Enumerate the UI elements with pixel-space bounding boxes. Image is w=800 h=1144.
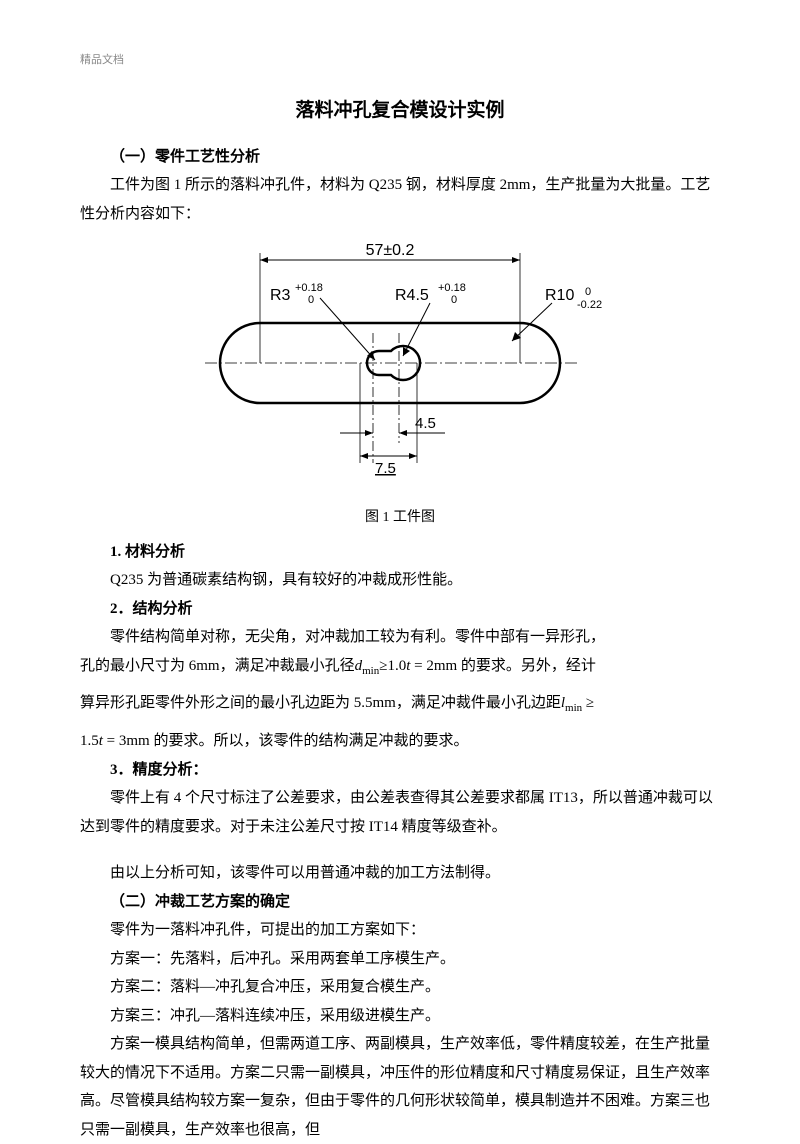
sub-2-line1: 零件结构简单对称，无尖角，对冲裁加工较为有利。零件中部有一异形孔， [80, 623, 720, 652]
dim-r45-tol-top: +0.18 [438, 282, 466, 294]
dim-r10-text: R10 [545, 287, 574, 304]
dim-r10-tol-bot: -0.22 [577, 299, 602, 311]
dim-r3-text: R3 [270, 287, 291, 304]
section-2-intro: 零件为一落料冲孔件，可提出的加工方案如下： [80, 916, 720, 945]
engineering-diagram: 57±0.2 R3 +0.18 0 R4.5 +0.18 0 R10 0 -0.… [80, 238, 720, 499]
header-watermark: 精品文档 [80, 50, 720, 71]
plan-2: 方案二：落料—冲孔复合冲压，采用复合模生产。 [80, 973, 720, 1002]
section-2-heading: （二）冲裁工艺方案的确定 [80, 888, 720, 917]
workpiece-svg: 57±0.2 R3 +0.18 0 R4.5 +0.18 0 R10 0 -0.… [165, 238, 635, 488]
diagram-caption: 图 1 工件图 [80, 505, 720, 532]
section-1-heading: （一）零件工艺性分析 [80, 143, 720, 172]
sub-1-body: Q235 为普通碳素结构钢，具有较好的冲裁成形性能。 [80, 566, 720, 595]
dim-r45-text: R4.5 [395, 287, 429, 304]
sub-1-heading: 1. 材料分析 [80, 538, 720, 567]
conclusion-1: 由以上分析可知，该零件可以用普通冲裁的加工方法制得。 [80, 859, 720, 888]
sub-2-heading: 2．结构分析 [80, 595, 720, 624]
dim-r3-tol-top: +0.18 [295, 282, 323, 294]
sub-3-heading: 3．精度分析： [80, 756, 720, 785]
section-1-intro: 工件为图 1 所示的落料冲孔件，材料为 Q235 钢，材料厚度 2mm，生产批量… [80, 171, 720, 228]
sub-2-line2: 孔的最小尺寸为 6mm，满足冲裁最小孔径dmin≥1.0t = 2mm 的要求。… [80, 652, 720, 682]
dim-r10-tol-top: 0 [585, 286, 591, 298]
dim-r45-tol-bot: 0 [451, 294, 457, 306]
dim-top-text: 57±0.2 [366, 242, 415, 259]
document-title: 落料冲孔复合模设计实例 [80, 93, 720, 129]
plan-1: 方案一：先落料，后冲孔。采用两套单工序模生产。 [80, 945, 720, 974]
sub-2-line4: 1.5t = 3mm 的要求。所以，该零件的结构满足冲裁的要求。 [80, 727, 720, 756]
sub-3-body: 零件上有 4 个尺寸标注了公差要求，由公差表查得其公差要求都属 IT13，所以普… [80, 784, 720, 841]
dim-r3-tol-bot: 0 [308, 294, 314, 306]
sub-2-line3: 算异形孔距零件外形之间的最小孔边距为 5.5mm，满足冲裁件最小孔边距lmin … [80, 689, 720, 719]
plan-analysis: 方案一模具结构简单，但需两道工序、两副模具，生产效率低，零件精度较差，在生产批量… [80, 1030, 720, 1144]
dim-45-text: 4.5 [415, 415, 436, 432]
plan-3: 方案三：冲孔—落料连续冲压，采用级进模生产。 [80, 1002, 720, 1031]
dim-75-text: 7.5 [375, 460, 396, 477]
